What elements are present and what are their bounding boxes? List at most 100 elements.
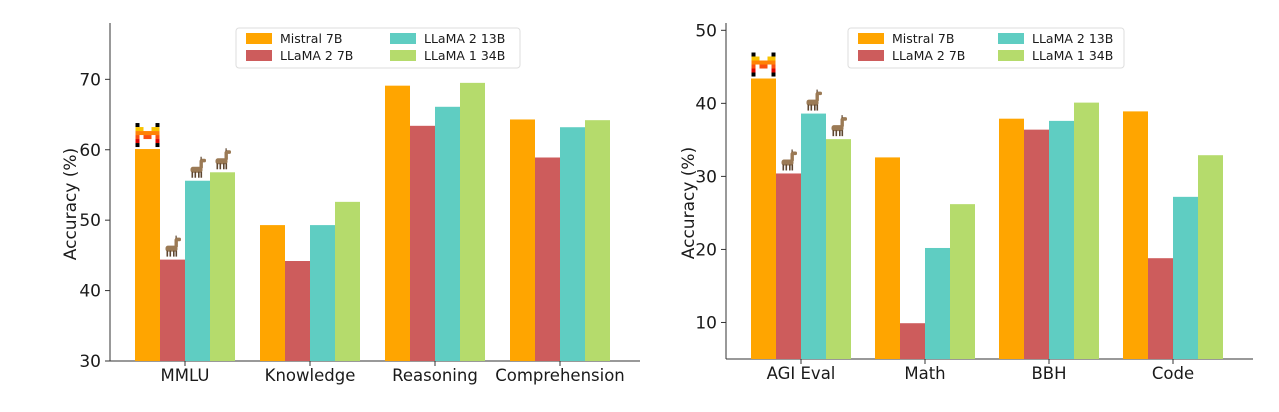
bar [925, 247, 950, 359]
mistral-logo-pixel [751, 52, 756, 57]
llama-icon-leg [814, 104, 816, 111]
chart-general-benchmarks: 30 40 50 60 70 Accuracy (%) MMLU Knowledge Reaso… [61, 23, 640, 385]
mistral-logo-pixel [135, 131, 140, 136]
chart-reasoning-benchmarks: 10 20 30 40 50 Accuracy (%) AGI Eval Math BBH Cod… [679, 21, 1253, 383]
bar [260, 225, 285, 361]
mistral-logo-pixel [155, 123, 160, 128]
mistral-logo-pixel [771, 64, 776, 69]
legend: Mistral 7B LLaMA 2 7B LLaMA 2 13B LLaMA 1 3… [847, 27, 1125, 69]
legend-item: LLaMA 2 7B [246, 48, 353, 63]
legend-swatch [246, 50, 272, 61]
bar [410, 125, 435, 361]
legend-item: LLaMA 2 7B [858, 48, 965, 63]
y-tick-label: 30 [79, 352, 101, 372]
legend-item: Mistral 7B [246, 31, 342, 46]
x-tick-label: Reasoning [392, 366, 478, 385]
bar [1074, 102, 1099, 359]
llama-icon [215, 148, 231, 170]
bar [776, 173, 801, 359]
mistral-logo-pixel [751, 56, 756, 61]
bar [1024, 129, 1049, 359]
mistral-logo-pixel [155, 139, 160, 144]
llama-icon-leg [789, 164, 791, 171]
llama-icon [781, 149, 797, 171]
mistral-logo-icon [135, 123, 160, 148]
legend-label: LLaMA 2 7B [892, 48, 965, 63]
x-tick-label: AGI Eval [767, 364, 836, 383]
llama-icon-body [831, 125, 844, 132]
x-tick-label: MMLU [161, 366, 210, 385]
mistral-logo-pixel [771, 68, 776, 73]
llama-icon-leg [782, 164, 785, 171]
legend-swatch [858, 50, 884, 61]
legend-item: LLaMA 2 13B [390, 31, 505, 46]
bar [1173, 196, 1198, 359]
llama-icon-leg [791, 164, 794, 171]
mistral-logo-pixel [135, 135, 140, 140]
mistral-logo-pixel [755, 60, 760, 65]
mistral-logo-pixel [771, 60, 776, 65]
legend-label: LLaMA 2 7B [280, 48, 353, 63]
mistral-logo-pixel [143, 131, 148, 136]
bar [310, 225, 335, 361]
y-tick-label: 20 [695, 240, 717, 260]
bar [999, 118, 1024, 360]
y-axis-label: Accuracy (%) [61, 148, 81, 260]
llama-icon-leg [166, 250, 169, 257]
llama-icon-leg [194, 171, 197, 178]
x-tick-label: Math [904, 364, 945, 383]
legend-swatch [998, 33, 1024, 44]
llama-icon-head [791, 151, 797, 156]
x-tick-label: Comprehension [495, 366, 625, 385]
legend-label: Mistral 7B [892, 31, 954, 46]
llama-icon [165, 235, 181, 257]
llama-icon-leg [223, 163, 225, 170]
llama-icon-leg [173, 250, 175, 257]
bar [950, 204, 975, 359]
llama-icon-leg [816, 104, 819, 111]
mistral-logo-pixel [139, 131, 144, 136]
llama-icon-leg [832, 130, 835, 137]
bar [1049, 120, 1074, 359]
llama-icon-leg [785, 164, 788, 171]
bar [1148, 258, 1173, 359]
legend-item: LLaMA 1 34B [390, 48, 505, 63]
bar [210, 172, 235, 361]
legend-item: LLaMA 2 13B [998, 31, 1113, 46]
mistral-logo-pixel [155, 135, 160, 140]
y-tick-label: 40 [695, 94, 717, 114]
x-tick-label: Code [1152, 364, 1194, 383]
llama-icon-leg [841, 130, 844, 137]
legend-item: LLaMA 1 34B [998, 48, 1113, 63]
bar [285, 261, 310, 361]
bar [1123, 111, 1148, 360]
x-tick-label: Knowledge [265, 366, 356, 385]
llama-icon-head [841, 117, 847, 121]
legend-label: LLaMA 2 13B [1032, 31, 1113, 46]
bar [585, 120, 610, 361]
legend-swatch [858, 33, 884, 44]
mistral-logo-pixel [147, 135, 152, 140]
llama-icon-body [190, 166, 203, 173]
mistral-logo-pixel [135, 127, 140, 132]
y-tick-label: 40 [79, 282, 101, 302]
mistral-logo-pixel [755, 56, 760, 61]
legend-label: LLaMA 1 34B [424, 48, 505, 63]
llama-icon-ear [816, 89, 818, 93]
legend-label: Mistral 7B [280, 31, 342, 46]
bar [826, 139, 851, 359]
llama-icon-leg [810, 104, 813, 111]
y-axis-label: Accuracy (%) [679, 147, 699, 259]
mistral-logo-pixel [763, 60, 768, 65]
llama-icon-leg [225, 163, 228, 170]
llama-icon-body [806, 99, 819, 106]
llama-icon [806, 89, 822, 111]
mistral-logo-pixel [759, 64, 764, 69]
llama-icon-leg [839, 130, 841, 137]
llama-icon-leg [835, 130, 838, 137]
llama-icon-leg [198, 171, 200, 178]
llama-icon-leg [191, 171, 194, 178]
mistral-logo-pixel [767, 60, 772, 65]
llama-icon-ear [791, 149, 793, 153]
mistral-logo-pixel [135, 143, 140, 148]
